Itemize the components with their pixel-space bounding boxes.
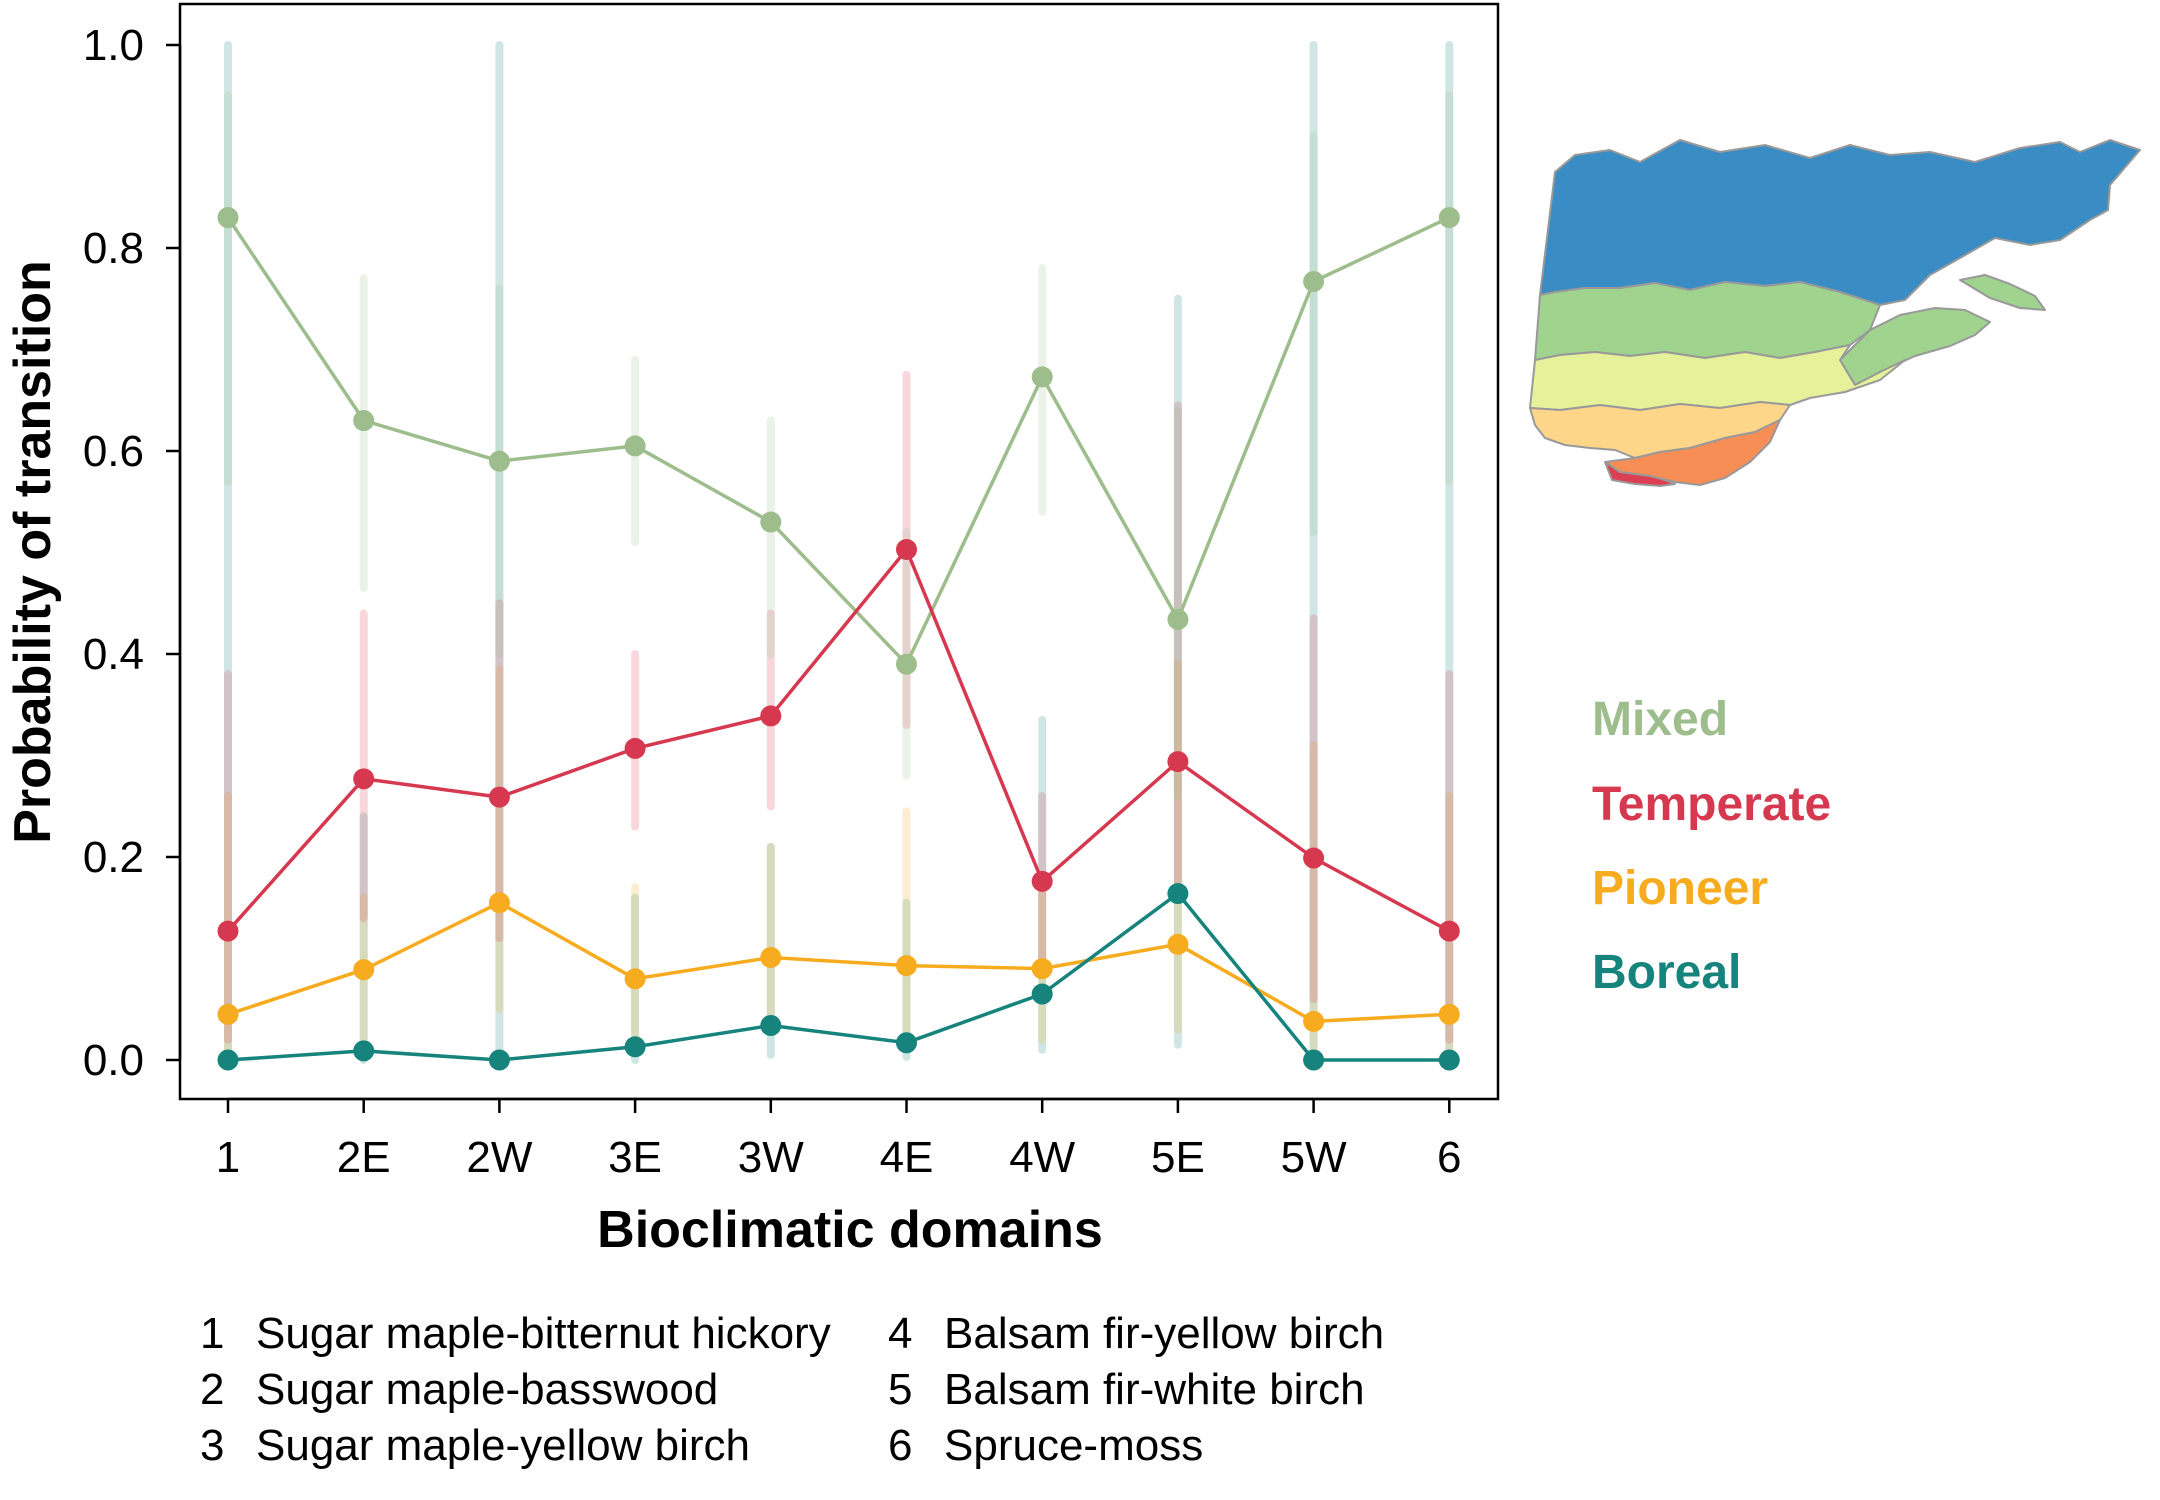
map-region-sugar-maple-bitternut-hickory [1604,461,1676,487]
data-point-boreal [1031,983,1053,1005]
domain-key-item: 1 Sugar maple-bitternut hickory [200,1306,831,1362]
y-tick-label: 0.4 [83,630,144,679]
quebec-bioclimatic-map [1529,139,2141,487]
data-point-pioneer [1438,1003,1460,1025]
data-point-pioneer [896,955,917,977]
data-point-mixed [217,207,239,229]
domain-key-item: 6 Spruce-moss [888,1418,1384,1474]
domain-key-right: 4 Balsam fir-yellow birch 5 Balsam fir-whi… [888,1306,1384,1474]
data-point-boreal [1303,1049,1325,1071]
map-region-island [1959,274,2046,311]
data-point-boreal [624,1036,646,1058]
data-point-pioneer [1303,1010,1325,1032]
x-tick-label: 2E [337,1133,391,1182]
domain-key-label: Balsam fir-white birch [944,1365,1365,1414]
domain-key-label: Balsam fir-yellow birch [944,1309,1385,1358]
x-tick-label: 5W [1281,1133,1347,1182]
data-point-pioneer [760,946,782,968]
y-axis-title: Probability of transition [4,260,62,844]
x-tick-label: 4E [880,1133,934,1182]
legend: Mixed Temperate Pioneer Boreal [1592,693,1831,999]
x-tick-label: 2W [466,1133,532,1182]
data-point-boreal [760,1014,782,1036]
series-line-mixed [226,216,1451,666]
domain-key-number: 6 [888,1421,913,1470]
data-point-temperate [1303,847,1325,869]
series-line-pioneer [227,900,1450,1024]
error-bars [224,41,1454,1064]
domain-key-item: 2 Sugar maple-basswood [200,1362,831,1418]
y-tick-label: 0.8 [83,224,144,273]
legend-entry-temperate: Temperate [1592,778,1831,831]
data-point-temperate [624,737,646,759]
domain-key-number: 2 [200,1365,225,1414]
data-point-temperate [488,786,510,808]
domain-key-left: 1 Sugar maple-bitternut hickory 2 Sugar ma… [200,1306,831,1474]
domain-key-label: Spruce-moss [944,1421,1204,1470]
series-points [217,207,1460,1071]
data-point-boreal [1167,883,1189,905]
data-point-pioneer [488,892,510,914]
data-point-mixed [760,511,782,533]
map-region-spruce-moss [1539,139,2141,306]
x-tick-label: 3E [608,1133,662,1182]
x-axis: 1 2E 2W 3E 3W 4E 4W 5E 5W 6 [216,1097,1462,1182]
domain-key-label: Sugar maple-bitternut hickory [256,1309,831,1358]
data-point-boreal [488,1049,510,1071]
data-point-temperate [896,538,917,560]
plot-frame [178,2,1500,1101]
domain-key-item: 3 Sugar maple-yellow birch [200,1418,831,1474]
map-region-balsam-fir-white-birch [1534,281,1881,361]
data-point-boreal [896,1032,917,1054]
data-point-temperate [217,920,239,942]
legend-entry-pioneer: Pioneer [1592,862,1768,915]
data-point-boreal [353,1040,375,1062]
data-point-pioneer [353,959,375,981]
data-point-temperate [1438,920,1460,942]
y-tick-label: 1.0 [83,21,144,70]
data-point-mixed [1303,270,1325,292]
legend-entry-boreal: Boreal [1592,946,1741,999]
data-point-temperate [1031,870,1053,892]
y-tick-label: 0.6 [83,427,144,476]
data-point-mixed [353,410,375,432]
data-point-pioneer [1031,958,1053,980]
domain-key-item: 5 Balsam fir-white birch [888,1362,1384,1418]
domain-key-label: Sugar maple-yellow birch [256,1421,750,1470]
x-tick-label: 3W [738,1133,804,1182]
domain-key-number: 4 [888,1309,913,1358]
x-tick-label: 4W [1009,1133,1075,1182]
x-tick-label: 5E [1151,1133,1205,1182]
data-point-temperate [1167,751,1189,773]
domain-key-label: Sugar maple-basswood [256,1365,719,1414]
domain-key-number: 1 [200,1309,225,1358]
data-point-temperate [760,705,782,727]
series-line-boreal [227,891,1450,1062]
domain-key-item: 4 Balsam fir-yellow birch [888,1306,1384,1362]
data-point-mixed [1438,207,1460,229]
y-axis: 0.0 0.2 0.4 0.6 0.8 1.0 [83,21,182,1085]
data-point-temperate [353,768,375,790]
data-point-pioneer [624,968,646,990]
data-point-pioneer [217,1003,239,1025]
data-point-mixed [488,450,510,472]
series-lines [226,216,1451,1062]
domain-key-number: 3 [200,1421,225,1470]
series-line-temperate [226,547,1451,933]
domain-key-number: 5 [888,1365,913,1414]
data-point-mixed [1167,608,1189,630]
legend-entry-mixed: Mixed [1592,693,1728,746]
x-axis-title: Bioclimatic domains [597,1201,1103,1259]
data-point-mixed [624,435,646,457]
data-point-mixed [1031,366,1053,388]
x-tick-label: 1 [216,1133,240,1182]
data-point-boreal [1438,1049,1460,1071]
x-tick-label: 6 [1437,1133,1461,1182]
data-point-pioneer [1167,933,1189,955]
y-tick-label: 0.0 [83,1036,144,1085]
data-point-mixed [896,653,917,675]
data-point-boreal [217,1049,239,1071]
y-tick-label: 0.2 [83,833,144,882]
